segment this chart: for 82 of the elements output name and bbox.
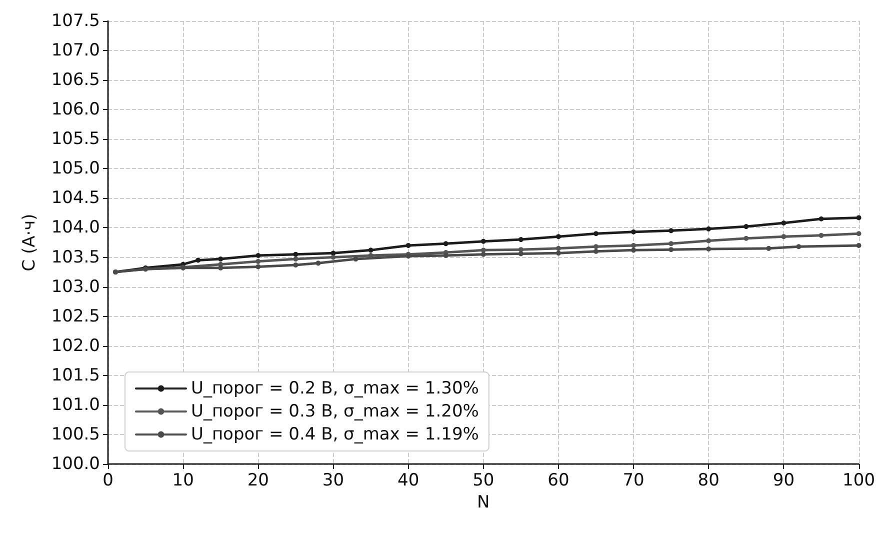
- point: [480, 248, 486, 253]
- y-tick-label: 103.5: [51, 247, 100, 268]
- point: [556, 246, 561, 251]
- point: [443, 241, 448, 246]
- point: [594, 244, 599, 250]
- point: [766, 246, 772, 251]
- point: [781, 220, 786, 226]
- x-tick-label: 50: [472, 470, 494, 490]
- legend-label: U_порог = 0.2 В, σ_max = 1.30%: [191, 378, 479, 398]
- point: [556, 234, 561, 240]
- y-tick-label: 104.0: [51, 218, 100, 238]
- point: [744, 236, 749, 241]
- y-tick-label: 107.5: [51, 11, 100, 31]
- point: [330, 254, 336, 260]
- point: [218, 265, 224, 270]
- point: [368, 248, 374, 253]
- y-axis-title: C (А·ч): [20, 214, 40, 272]
- point: [706, 238, 712, 244]
- y-tick-label: 106.0: [51, 100, 100, 120]
- point: [316, 260, 321, 266]
- point: [781, 234, 786, 240]
- point: [631, 229, 636, 234]
- x-tick-label: 40: [397, 470, 420, 490]
- point: [330, 250, 336, 256]
- point: [856, 242, 862, 248]
- x-tick-label: 90: [772, 470, 795, 490]
- point: [518, 247, 524, 252]
- y-tick-label: 107.0: [51, 40, 100, 61]
- point: [631, 248, 636, 253]
- x-tick-label: 100: [842, 470, 876, 490]
- point: [293, 256, 298, 262]
- point: [353, 256, 358, 262]
- x-tick-label: 30: [322, 470, 344, 490]
- point: [218, 256, 224, 262]
- y-tick-label: 102.5: [51, 306, 100, 326]
- point: [796, 244, 802, 250]
- y-tick-label: 105.5: [51, 129, 100, 150]
- y-tick-label: 100.5: [51, 424, 100, 444]
- point: [293, 262, 298, 268]
- legend-label: U_порог = 0.4 В, σ_max = 1.19%: [191, 424, 479, 444]
- point: [668, 241, 674, 246]
- y-tick-label: 103.0: [51, 276, 100, 297]
- point: [556, 250, 561, 256]
- point: [518, 237, 524, 242]
- x-tick-label: 70: [622, 470, 644, 490]
- point: [818, 216, 824, 222]
- point: [668, 247, 674, 252]
- point: [518, 251, 524, 256]
- y-tick-label: 105.0: [51, 158, 100, 179]
- point: [368, 252, 374, 258]
- point: [293, 252, 298, 257]
- x-axis-title: N: [477, 492, 490, 512]
- point: [480, 238, 486, 244]
- point: [856, 231, 862, 236]
- point: [631, 242, 636, 248]
- point: [818, 232, 824, 238]
- x-tick-label: 0: [102, 470, 114, 490]
- point: [406, 242, 411, 248]
- point: [594, 231, 599, 236]
- point: [480, 252, 486, 257]
- x-tick-label: 10: [172, 470, 194, 490]
- x-tick-label: 20: [247, 470, 269, 490]
- point: [256, 264, 261, 270]
- y-tick-label: 101.5: [51, 365, 100, 386]
- point: [668, 228, 674, 234]
- point: [744, 224, 749, 230]
- y-tick-label: 100.0: [51, 454, 100, 474]
- x-tick-label: 80: [698, 470, 720, 490]
- y-tick-label: 106.5: [51, 70, 100, 90]
- point: [443, 252, 448, 258]
- y-tick-label: 102.0: [51, 336, 100, 356]
- y-tick-label: 104.5: [51, 188, 100, 208]
- point: [706, 226, 712, 232]
- point: [256, 258, 261, 264]
- legend-label: U_порог = 0.3 В, σ_max = 1.20%: [191, 402, 479, 422]
- x-tick-label: 60: [548, 470, 570, 490]
- point: [706, 246, 712, 252]
- point: [196, 258, 201, 263]
- y-tick-label: 101.0: [51, 394, 100, 415]
- point: [594, 248, 599, 254]
- point: [256, 252, 261, 258]
- point: [856, 215, 862, 220]
